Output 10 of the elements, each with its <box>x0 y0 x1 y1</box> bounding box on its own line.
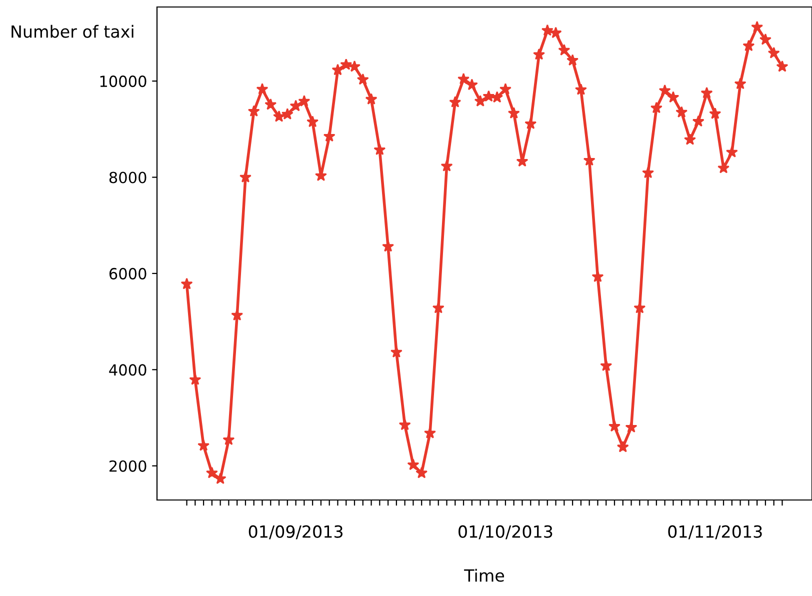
y-tick-label: 8000 <box>109 172 146 184</box>
x-axis-title: Time <box>464 568 504 582</box>
y-tick-label: 10000 <box>100 76 146 88</box>
x-tick-label: 01/09/2013 <box>248 525 342 540</box>
x-tick-label: 01/10/2013 <box>458 525 552 540</box>
y-tick-label: 4000 <box>109 364 146 376</box>
y-axis-title: Number of taxi <box>12 24 134 38</box>
x-tick-label: 01/11/2013 <box>668 525 762 540</box>
y-tick-label: 6000 <box>109 268 146 280</box>
y-tick-label: 2000 <box>110 460 146 472</box>
